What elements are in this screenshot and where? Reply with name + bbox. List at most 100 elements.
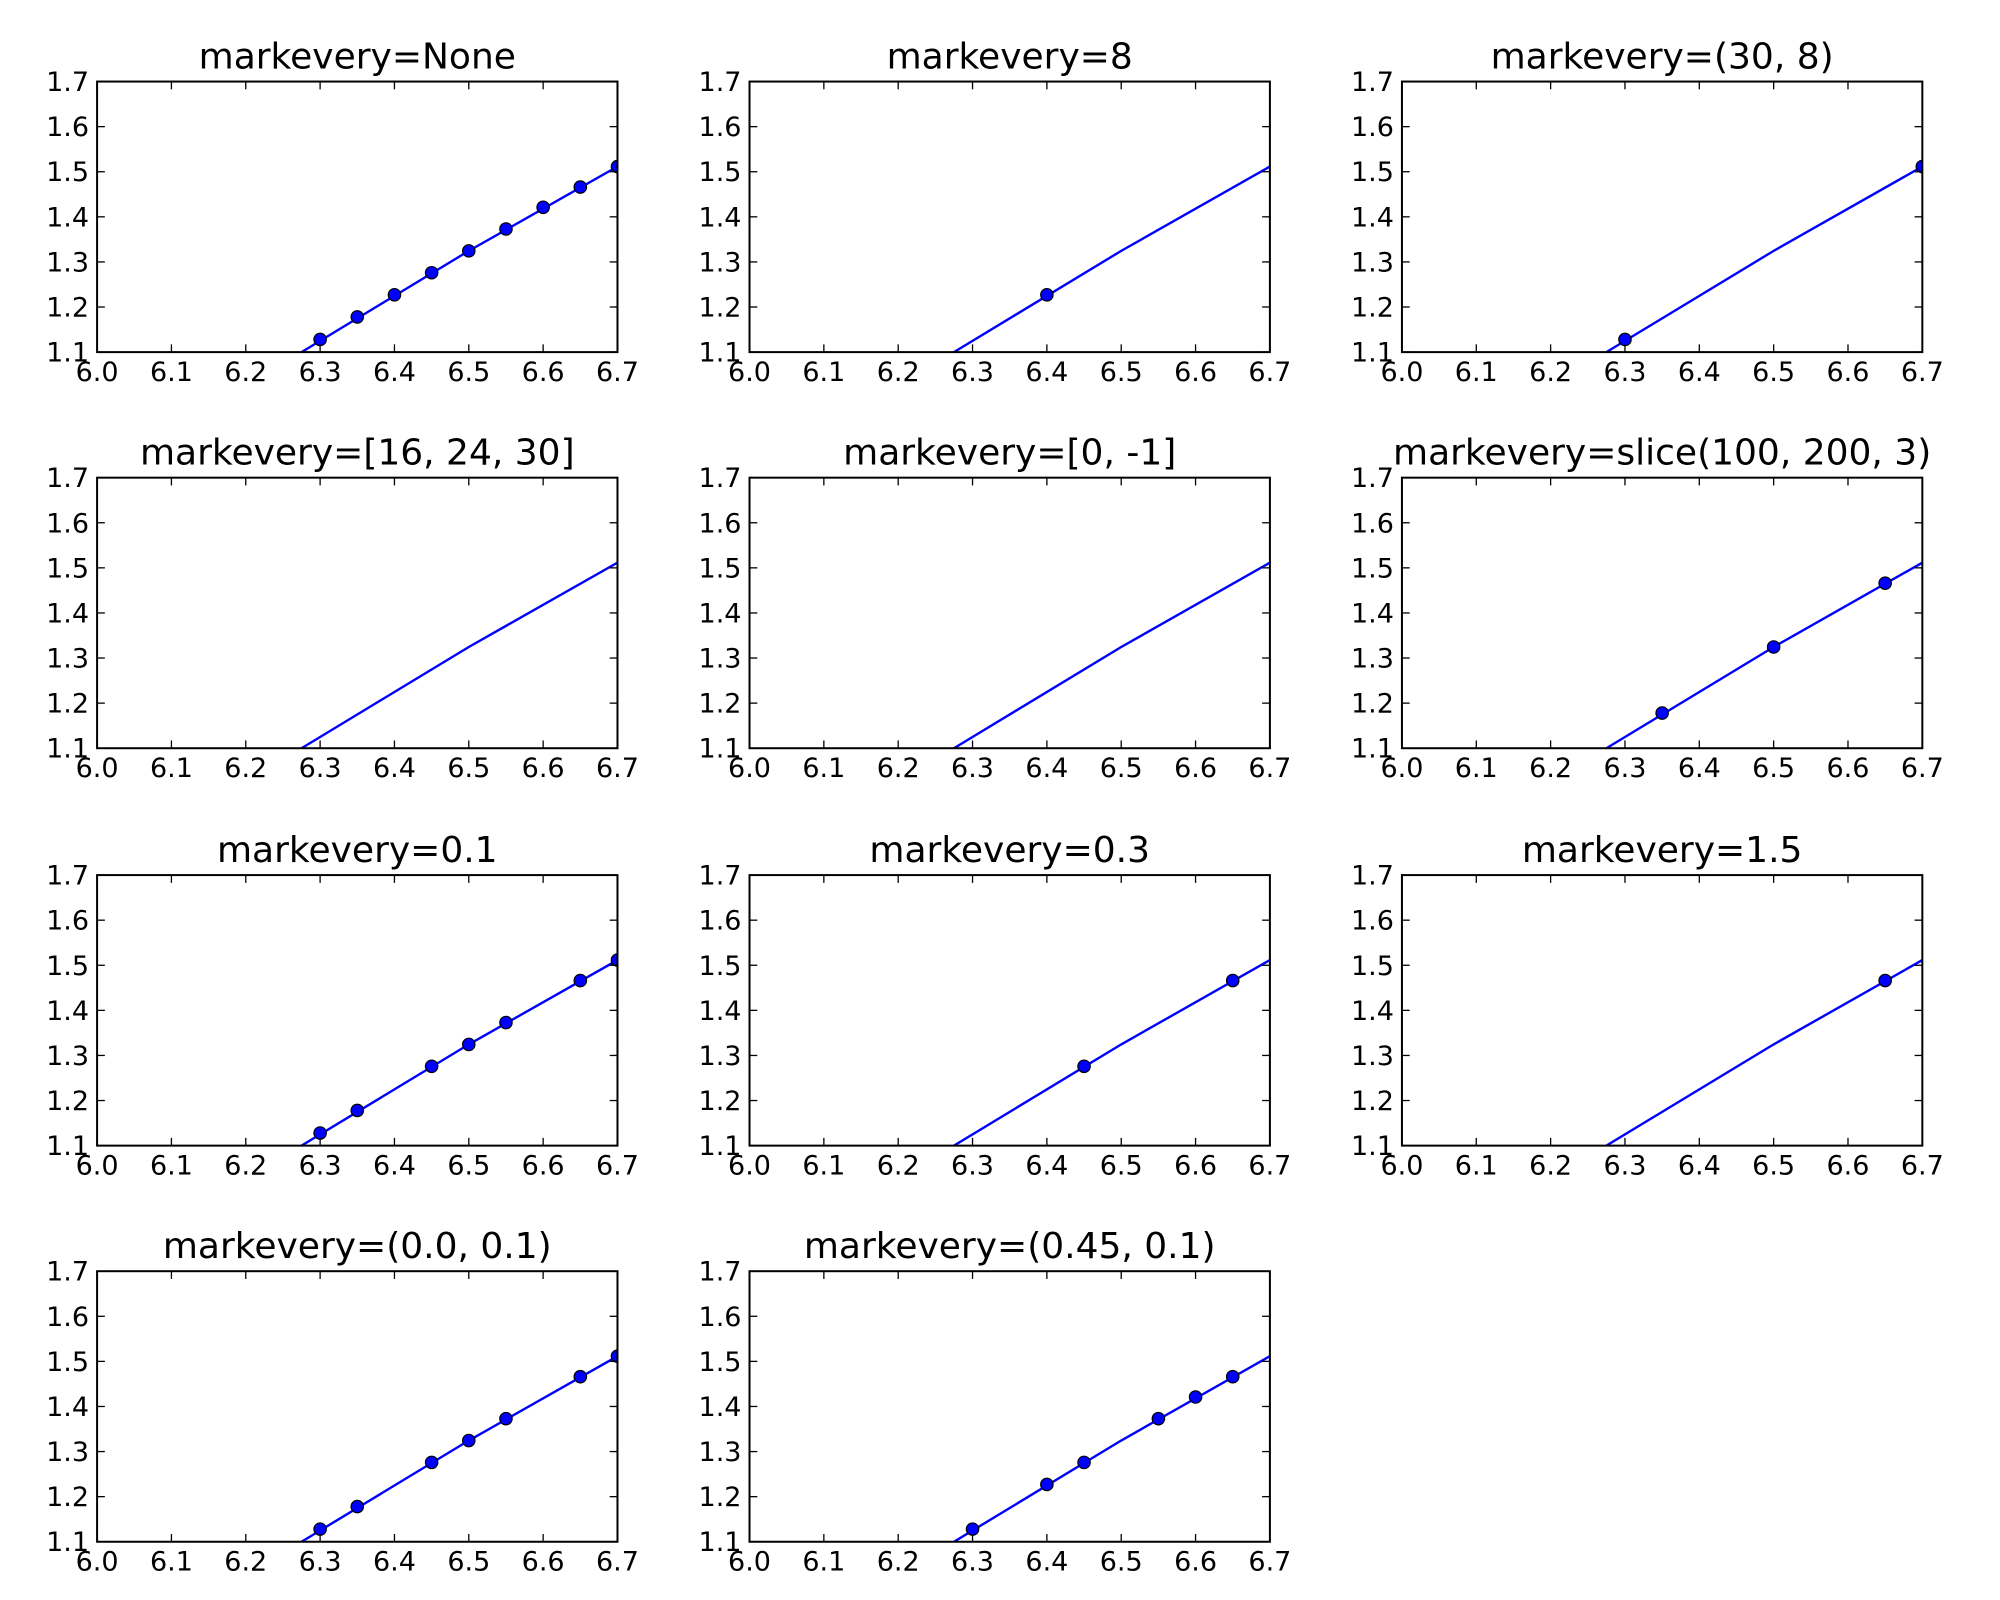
y-tick-label: 1.6	[1351, 906, 1394, 937]
x-tick-label: 6.3	[299, 753, 342, 784]
x-tick-label: 6.7	[1901, 357, 1944, 388]
data-point-marker	[424, 1455, 439, 1470]
y-tick-label: 1.5	[699, 553, 742, 584]
x-tick-label: 6.2	[877, 357, 920, 388]
x-tick-label: 6.2	[877, 753, 920, 784]
plot-area	[1401, 875, 1923, 1146]
y-tick-label: 1.7	[699, 67, 742, 98]
y-tick-label: 1.3	[46, 247, 89, 278]
plot-area	[1401, 81, 1923, 353]
x-tick-label: 6.7	[596, 357, 639, 388]
y-tick-label: 1.3	[1351, 247, 1394, 278]
y-tick-label: 1.3	[46, 1437, 89, 1468]
y-tick-label: 1.4	[699, 996, 742, 1027]
y-tick-label: 1.1	[46, 1131, 89, 1162]
y-tick-label: 1.7	[46, 67, 89, 98]
data-layer	[953, 959, 1270, 1146]
x-tick-label: 6.3	[951, 357, 994, 388]
x-tick-label: 6.6	[1827, 753, 1870, 784]
y-tick-label: 1.4	[699, 1392, 742, 1423]
y-tick-label: 1.3	[699, 644, 742, 675]
x-tick-label: 6.2	[877, 1151, 920, 1182]
y-tick-label: 1.1	[1351, 734, 1394, 765]
y-tick-label: 1.4	[46, 1392, 89, 1423]
y-tick-label: 1.1	[1351, 1131, 1394, 1162]
x-tick-label: 6.4	[373, 753, 416, 784]
series-line	[300, 561, 618, 749]
x-tick-label: 6.1	[802, 357, 845, 388]
y-tick-label: 1.7	[46, 861, 89, 892]
x-tick-label: 6.0	[76, 753, 119, 784]
subplot-7: 6.0 6.1 6.2 6.3 6.4 6.5 6.6 6.7 1.1 1.2 1.3 1.4 1.5 1…	[46, 830, 639, 1182]
y-tick-label: 1.1	[46, 338, 89, 369]
x-tick-label: 6.0	[76, 357, 119, 388]
x-tick-label: 6.6	[522, 1151, 565, 1182]
y-tick-label: 1.7	[46, 1257, 89, 1288]
x-tick-label: 6.5	[1100, 1547, 1143, 1578]
subplot-4: 6.0 6.1 6.2 6.3 6.4 6.5 6.6 6.7 1.1 1.2 1.3 1.4 1.5 1…	[46, 433, 639, 785]
x-tick-label: 6.1	[1455, 357, 1498, 388]
data-point-marker	[499, 1411, 513, 1426]
data-point-marker	[350, 1499, 365, 1514]
axes-frame	[96, 874, 619, 1147]
x-tick-label: 6.4	[1025, 357, 1068, 388]
x-tick-label: 6.0	[728, 1151, 771, 1182]
series-line	[953, 959, 1270, 1146]
plot-area	[749, 875, 1270, 1146]
x-tick-label: 6.6	[522, 753, 565, 784]
y-tick-label: 1.3	[1351, 1041, 1394, 1072]
y-tick-label: 1.7	[699, 1257, 742, 1288]
x-tick-label: 6.5	[1752, 1151, 1795, 1182]
x-tick-label: 6.1	[150, 1547, 193, 1578]
x-tick-label: 6.3	[299, 1547, 342, 1578]
data-point-marker	[1878, 576, 1892, 590]
y-tick-label: 1.6	[46, 112, 89, 143]
x-tick-label: 6.5	[1752, 357, 1795, 388]
y-tick-label: 1.6	[46, 1302, 89, 1333]
y-tick-label: 1.6	[699, 906, 742, 937]
y-tick-label: 1.4	[46, 598, 89, 629]
x-tick-label: 6.2	[224, 753, 267, 784]
axes-frame	[1400, 874, 1924, 1147]
data-point-marker	[1655, 706, 1669, 720]
data-point-marker	[1766, 640, 1781, 654]
data-point-marker	[387, 288, 402, 302]
y-tick-label: 1.4	[46, 996, 89, 1027]
y-tick-label: 1.2	[1351, 689, 1394, 720]
subplot-2: 6.0 6.1 6.2 6.3 6.4 6.5 6.6 6.7 1.1 1.2 1.3 1.4 1.5 1…	[699, 37, 1292, 389]
axes-frame	[96, 80, 619, 354]
data-point-marker	[1188, 1390, 1203, 1404]
x-tick-label: 6.5	[447, 357, 490, 388]
x-tick-label: 6.0	[1380, 357, 1423, 388]
y-tick-label: 1.6	[46, 906, 89, 937]
y-tick-label: 1.6	[699, 508, 742, 539]
data-point-marker	[1878, 973, 1892, 988]
y-tick-label: 1.6	[699, 112, 742, 143]
subplot-5: 6.0 6.1 6.2 6.3 6.4 6.5 6.6 6.7 1.1 1.2 1.3 1.4 1.5 1…	[699, 433, 1292, 785]
x-tick-label: 6.6	[522, 1547, 565, 1578]
x-tick-label: 6.6	[1827, 357, 1870, 388]
x-tick-label: 6.7	[1901, 1151, 1944, 1182]
y-tick-label: 1.1	[46, 1527, 89, 1558]
y-tick-label: 1.4	[699, 202, 742, 233]
plot-area	[97, 477, 618, 749]
y-tick-label: 1.6	[1351, 508, 1394, 539]
axes-frame	[1400, 80, 1924, 354]
x-tick-label: 6.3	[951, 753, 994, 784]
data-point-marker	[1040, 1477, 1054, 1492]
axes-frame	[96, 476, 619, 750]
x-tick-label: 6.3	[1603, 357, 1646, 388]
plot-area	[749, 81, 1270, 353]
y-tick-label: 1.3	[699, 247, 742, 278]
axes-frame	[748, 1270, 1271, 1543]
y-tick-label: 1.5	[1351, 157, 1394, 188]
data-point-marker	[424, 265, 439, 280]
x-tick-label: 6.1	[150, 1151, 193, 1182]
series-line	[953, 561, 1270, 749]
x-tick-label: 6.7	[1248, 1151, 1291, 1182]
x-tick-label: 6.7	[1248, 1547, 1291, 1578]
axes-frame	[748, 80, 1271, 354]
x-tick-label: 6.4	[1678, 357, 1721, 388]
x-tick-label: 6.2	[877, 1547, 920, 1578]
y-tick-label: 1.5	[1351, 951, 1394, 982]
